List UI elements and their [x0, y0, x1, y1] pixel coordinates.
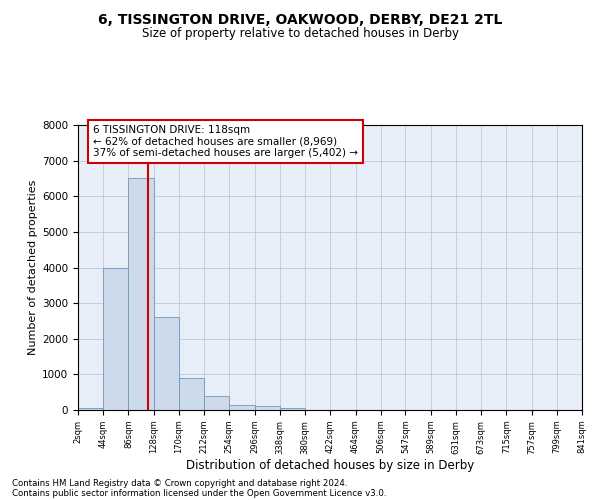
Bar: [128, 178, 154, 410]
Text: Size of property relative to detached houses in Derby: Size of property relative to detached ho…: [142, 28, 458, 40]
Bar: [103, 268, 128, 410]
Bar: [154, 318, 179, 410]
Y-axis label: Number of detached properties: Number of detached properties: [28, 180, 38, 355]
Bar: [280, 408, 305, 410]
Text: Contains HM Land Registry data © Crown copyright and database right 2024.: Contains HM Land Registry data © Crown c…: [12, 478, 347, 488]
Text: 6, TISSINGTON DRIVE, OAKWOOD, DERBY, DE21 2TL: 6, TISSINGTON DRIVE, OAKWOOD, DERBY, DE2…: [98, 12, 502, 26]
Bar: [179, 378, 204, 410]
Text: Contains public sector information licensed under the Open Government Licence v3: Contains public sector information licen…: [12, 488, 386, 498]
Bar: [78, 408, 103, 410]
Bar: [254, 406, 280, 410]
Text: 6 TISSINGTON DRIVE: 118sqm
← 62% of detached houses are smaller (8,969)
37% of s: 6 TISSINGTON DRIVE: 118sqm ← 62% of deta…: [93, 125, 358, 158]
Bar: [229, 404, 254, 410]
X-axis label: Distribution of detached houses by size in Derby: Distribution of detached houses by size …: [186, 460, 474, 472]
Bar: [204, 396, 229, 410]
